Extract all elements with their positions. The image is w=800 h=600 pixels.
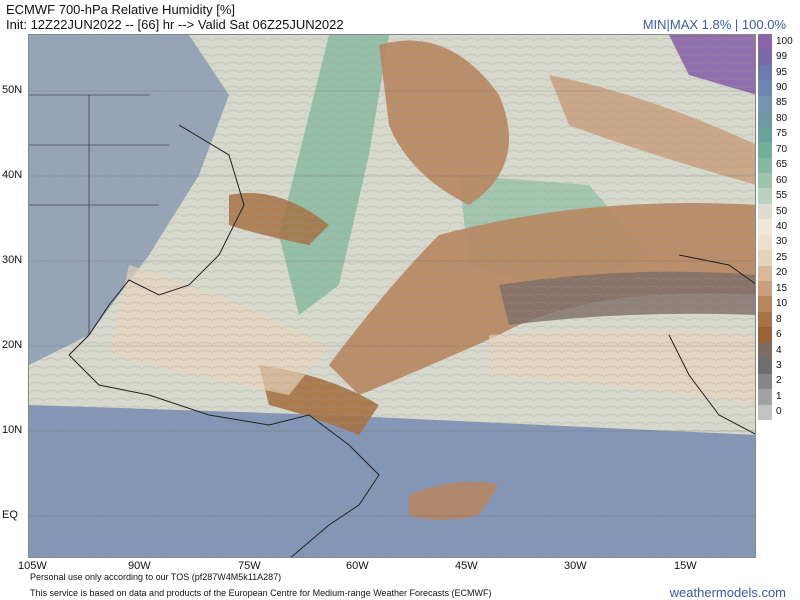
color-scale-label: 75 [776,128,788,140]
color-swatch [758,296,772,312]
lon-label-90w: 90W [128,560,151,572]
color-swatch [758,157,772,173]
color-swatch [758,111,772,127]
color-scale-label: 30 [776,236,788,248]
humidity-map [28,34,756,558]
color-swatch [758,95,772,112]
min-max-readout: MIN|MAX 1.8% | 100.0% [642,17,786,32]
color-scale-label: 8 [776,313,782,325]
color-scale-label: 70 [776,143,788,155]
color-scale-label: 25 [776,251,788,263]
lat-label-30n: 30N [2,254,23,266]
color-swatch [758,373,772,390]
color-swatch [758,188,772,204]
lon-label-45w: 45W [455,560,478,572]
color-scale [758,34,772,420]
color-swatch [758,49,772,65]
color-swatch [758,126,772,143]
color-swatch [758,172,772,189]
map-title: ECMWF 700-hPa Relative Humidity [%] [6,2,236,17]
color-swatch [758,250,772,266]
color-swatch [758,342,772,359]
lon-label-60w: 60W [346,560,369,572]
lat-label-50n: 50N [2,84,23,96]
color-scale-label: 15 [776,282,788,294]
color-scale-label: 85 [776,97,788,109]
color-scale-label: 4 [776,344,782,356]
lon-label-105w: 105W [18,560,47,572]
color-swatch [758,311,772,328]
lon-label-75w: 75W [238,560,261,572]
color-swatch [758,389,772,405]
color-swatch [758,64,772,81]
lon-label-30w: 30W [564,560,587,572]
lat-label-40n: 40N [2,169,23,181]
color-scale-label: 80 [776,112,788,124]
color-scale-label: 1 [776,390,782,402]
color-swatch [758,265,772,281]
color-scale-label: 90 [776,82,788,94]
color-scale-label: 3 [776,359,782,371]
color-scale-label: 65 [776,159,788,171]
color-swatch [758,219,772,235]
color-swatch [758,404,772,420]
color-scale-label: 99 [776,51,788,63]
terms-notice: Personal use only according to our TOS (… [30,572,282,582]
color-scale-label: 40 [776,221,788,232]
data-attribution: This service is based on data and produc… [30,588,492,598]
color-scale-label: 10 [776,298,788,310]
color-scale-label: 55 [776,190,788,202]
color-scale-label: 2 [776,375,782,387]
lat-label-10n: 10N [2,424,23,436]
lat-label-eq: EQ [2,509,18,521]
color-scale-label: 50 [776,205,788,217]
color-scale-label: 6 [776,329,782,341]
map-subtitle: Init: 12Z22JUN2022 -- [66] hr --> Valid … [6,17,344,32]
color-swatch [758,34,772,50]
color-swatch [758,327,772,343]
color-scale-label: 0 [776,406,782,418]
color-scale-label: 100 [776,35,793,47]
color-swatch [758,358,772,374]
color-swatch [758,80,772,96]
color-swatch [758,203,772,220]
color-swatch [758,234,772,251]
humidity-field [29,35,755,557]
brand-link[interactable]: weathermodels.com [669,585,786,600]
color-scale-label: 60 [776,174,788,186]
lon-label-15w: 15W [674,560,697,572]
color-swatch [758,281,772,297]
color-scale-label: 95 [776,66,788,78]
color-scale-label: 20 [776,267,788,279]
lat-label-20n: 20N [2,339,23,351]
color-swatch [758,142,772,158]
